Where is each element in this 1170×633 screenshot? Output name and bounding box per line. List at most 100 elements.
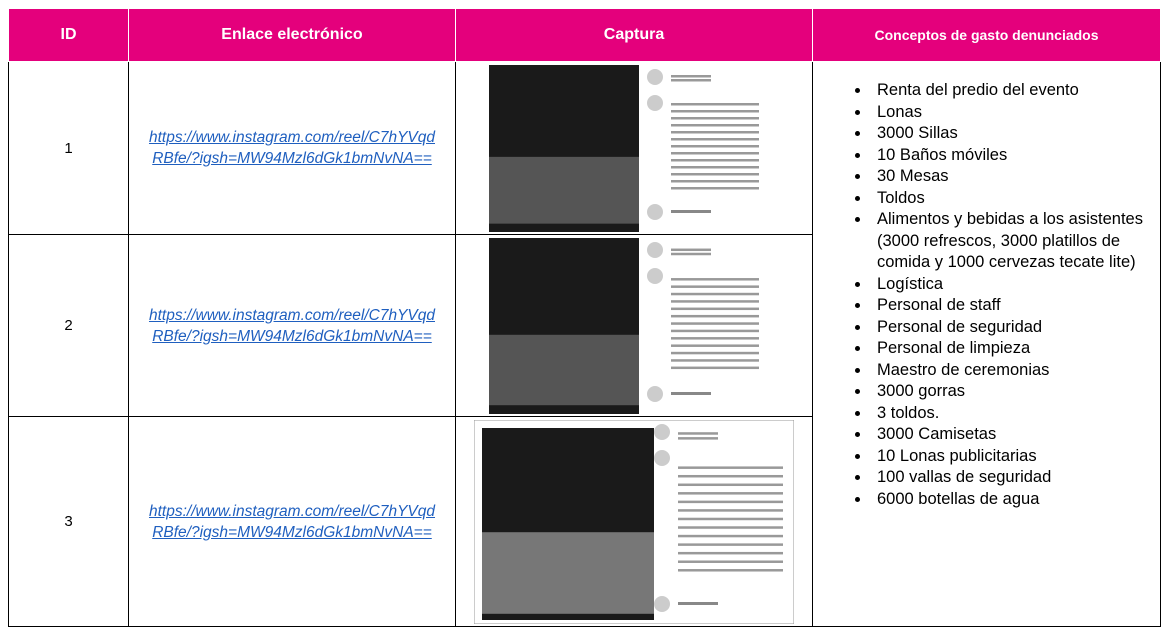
concept-item: Personal de limpieza (871, 338, 1160, 360)
link-cell: https://www.instagram.com/reel/C7hYVqdRB… (128, 234, 456, 417)
photo-crowd (489, 334, 639, 405)
concept-item: Toldos (871, 188, 1160, 210)
concept-item: Lonas (871, 102, 1160, 124)
concept-item: Personal de seguridad (871, 317, 1160, 339)
avatar (654, 449, 670, 466)
caption-line (671, 123, 759, 126)
link-cell: https://www.instagram.com/reel/C7hYVqdRB… (128, 61, 456, 235)
concept-item: 10 Baños móviles (871, 145, 1160, 167)
caption-line (671, 179, 759, 182)
caption-line (671, 186, 759, 189)
caption-line (671, 74, 711, 77)
caption-line (678, 431, 718, 435)
header-cell: Conceptos de gasto denunciados (812, 8, 1161, 62)
caption-line (671, 252, 711, 255)
concept-item: 6000 botellas de agua (871, 489, 1160, 511)
table-head: ID Enlace electrónico Captura Conceptos … (8, 8, 1161, 62)
avatar (647, 267, 663, 284)
capture-cell (455, 61, 813, 235)
concept-item: 3000 Sillas (871, 123, 1160, 145)
caption-line (671, 130, 759, 133)
caption-line (671, 144, 759, 147)
caption-line (671, 336, 759, 340)
concept-item: Personal de staff (871, 295, 1160, 317)
capture-cell (455, 416, 813, 627)
avatar (647, 68, 663, 85)
caption-line (678, 491, 783, 495)
avatar (647, 94, 663, 111)
table-row: 1 https://www.instagram.com/reel/C7hYVqdR… (8, 61, 1161, 627)
caption-line (671, 102, 759, 105)
id-cell: 3 (8, 416, 129, 627)
caption-line (671, 78, 711, 81)
caption-line (671, 358, 759, 362)
header-cell: Captura (455, 8, 813, 62)
concept-item: 3 toldos. (871, 403, 1160, 425)
caption-line (671, 277, 759, 281)
caption-line (678, 508, 783, 512)
photo-crowd (482, 531, 654, 614)
caption-line (671, 109, 759, 112)
link[interactable]: https://www.instagram.com/reel/C7hYVqdRB… (148, 306, 435, 345)
caption-line (671, 158, 759, 161)
concepts-cell: Renta del predio del eventoLonas3000 Sil… (812, 61, 1161, 627)
caption-line (678, 483, 783, 486)
id-cell: 1 (8, 61, 129, 235)
caption-line (678, 474, 783, 477)
capture-cell (455, 234, 813, 417)
avatar (654, 423, 670, 440)
caption-line (671, 137, 759, 140)
comment-line (678, 601, 718, 605)
caption-line (671, 351, 759, 354)
id-cell: 2 (8, 234, 129, 417)
caption-line (671, 284, 759, 288)
caption-line (671, 314, 759, 317)
caption-line (671, 299, 759, 303)
link[interactable]: https://www.instagram.com/reel/C7hYVqdRB… (148, 129, 435, 167)
photo-crowd (489, 156, 639, 224)
concept-item: Renta del predio del evento (871, 80, 1160, 102)
table-row: 3 https://www.instagram.com/reel/C7hYVqdR… (8, 416, 1161, 627)
header-row: ID Enlace electrónico Captura Conceptos … (8, 8, 1161, 62)
caption-line (671, 321, 759, 325)
header-cell: ID (8, 8, 129, 62)
concept-item: Alimentos y bebidas a los asistentes (30… (871, 209, 1160, 274)
caption-line (671, 307, 759, 310)
caption-line (671, 366, 759, 369)
concept-item: Logística (871, 274, 1160, 296)
caption-line (678, 534, 783, 537)
concept-item: 30 Mesas (871, 166, 1160, 188)
caption-line (671, 151, 759, 154)
caption-line (671, 343, 759, 347)
avatar (647, 385, 663, 402)
caption-line (671, 165, 759, 168)
caption-line (671, 172, 759, 175)
table-row: 2 https://www.instagram.com/reel/C7hYVqdR… (8, 234, 1161, 417)
screenshot (489, 64, 779, 232)
concept-item: 3000 gorras (871, 381, 1160, 403)
link-cell: https://www.instagram.com/reel/C7hYVqdRB… (128, 416, 456, 627)
caption-line (671, 292, 759, 295)
caption-line (678, 436, 718, 440)
avatar (647, 203, 663, 220)
screenshot (489, 237, 779, 414)
header-cell: Enlace electrónico (128, 8, 456, 62)
caption-line (678, 559, 783, 563)
comment-line (671, 209, 711, 213)
caption-line (671, 116, 759, 119)
caption-line (671, 329, 759, 332)
concept-item: Maestro de ceremonias (871, 360, 1160, 382)
caption-line (678, 465, 783, 469)
expense-table: ID Enlace electrónico Captura Conceptos … (8, 8, 1161, 627)
caption-line (678, 517, 783, 520)
comment-line (671, 391, 711, 395)
concepts-list: Renta del predio del eventoLonas3000 Sil… (813, 80, 1160, 510)
caption-line (671, 248, 711, 251)
caption-line (678, 551, 783, 554)
caption-line (678, 568, 783, 572)
concept-item: 3000 Camisetas (871, 424, 1160, 446)
avatar (654, 595, 670, 612)
link[interactable]: https://www.instagram.com/reel/C7hYVqdRB… (148, 502, 435, 541)
concept-item: 100 vallas de seguridad (871, 467, 1160, 489)
